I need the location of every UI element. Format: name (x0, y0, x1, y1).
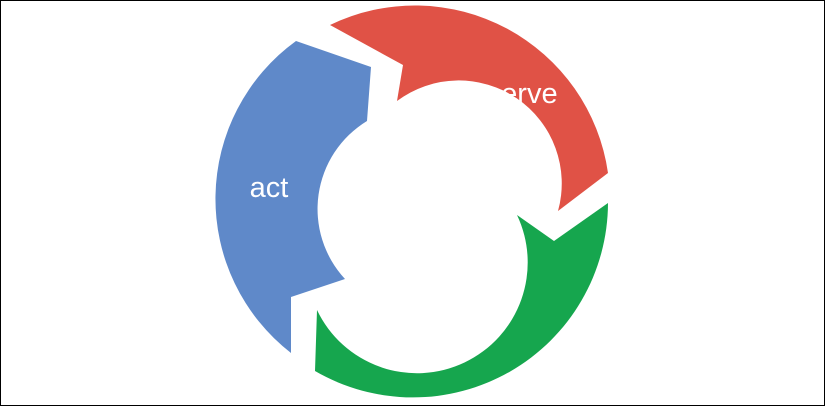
segment-diff (315, 203, 608, 398)
label-diff: diff (439, 329, 478, 361)
segment-observe (330, 5, 608, 211)
label-act: act (250, 172, 289, 204)
label-observe: observe (454, 78, 557, 110)
segment-act (215, 41, 371, 353)
